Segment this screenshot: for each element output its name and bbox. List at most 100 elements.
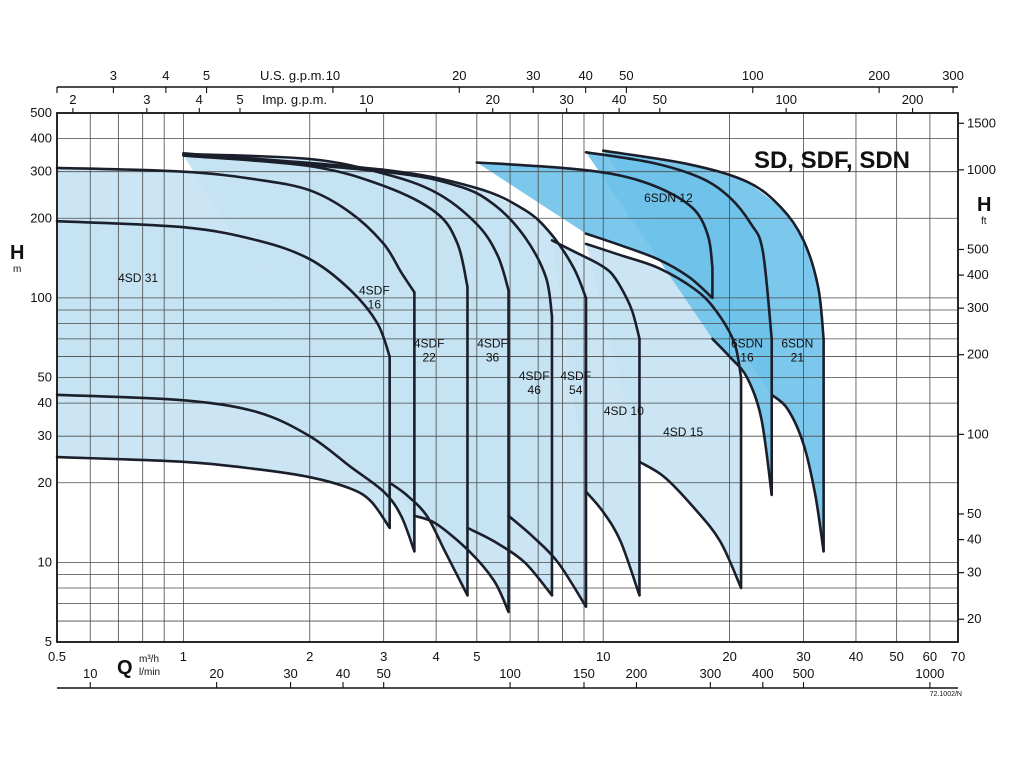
- x-tick-label: 30: [796, 649, 810, 664]
- series-label: 4SD 31: [118, 271, 158, 285]
- top-usgpm-tick-label: 20: [452, 68, 466, 83]
- x-tick-label: 1: [180, 649, 187, 664]
- series-label-line: 4SDF: [414, 336, 445, 350]
- top-usgpm-tick-label: 50: [619, 68, 633, 83]
- x-tick-label: 10: [596, 649, 610, 664]
- x-tick-label: 5: [473, 649, 480, 664]
- series-label-line: 4SD 10: [604, 404, 644, 418]
- y-left-tick-label: 50: [38, 370, 52, 385]
- series-label-line: 36: [486, 350, 500, 364]
- series-label: 4SD 15: [663, 425, 703, 439]
- top-usgpm-tick-label: 10: [326, 68, 340, 83]
- series-upper-curve: [182, 153, 554, 318]
- series-lower-curve: [388, 481, 469, 597]
- x-tick-label: 70: [951, 649, 965, 664]
- plot-frame: [56, 112, 959, 643]
- y-left-tick-label: 500: [30, 105, 52, 120]
- x-tick-label: 4: [433, 649, 440, 664]
- top-impgpm-tick-label: 20: [486, 92, 500, 107]
- x-secondary-tick-label: 20: [209, 666, 223, 681]
- top-impgpm-tick-label: 100: [775, 92, 797, 107]
- series-label-line: 4SD 15: [663, 425, 703, 439]
- series-upper-curve: [475, 161, 714, 269]
- top-usgpm-tick-label: 100: [742, 68, 764, 83]
- series-label: 4SDF 22: [414, 336, 445, 364]
- y-right-tick-label: 50: [967, 506, 981, 521]
- axes: [56, 86, 964, 689]
- x-secondary-tick-label: 30: [283, 666, 297, 681]
- series-label-line: 21: [791, 350, 805, 364]
- y-right-unit-letter: H: [977, 194, 991, 216]
- series-label-line: 6SDN: [731, 336, 763, 350]
- drawing-code: 72.1002/N: [930, 691, 962, 698]
- x-tick-label: 3: [380, 649, 387, 664]
- y-right-tick-label: 500: [967, 241, 989, 256]
- series-upper-curve: [55, 219, 391, 358]
- y-left-tick-label: 200: [30, 210, 52, 225]
- series-lower-curve: [711, 337, 773, 497]
- series-fill: [603, 150, 824, 552]
- series-label-line: 4SDF: [359, 283, 390, 297]
- y-left-tick-label: 10: [38, 554, 52, 569]
- x-secondary-tick-label: 1000: [915, 666, 944, 681]
- y-right-tick-label: 200: [967, 347, 989, 362]
- x-secondary-tick-label: 100: [499, 666, 521, 681]
- y-left-tick-label: 300: [30, 164, 52, 179]
- series-label: 6SDN 16: [731, 336, 763, 364]
- top-impgpm-tick-label: 5: [236, 92, 243, 107]
- series-upper-curve: [55, 166, 416, 294]
- series-lower-curve: [638, 460, 743, 590]
- x-tick-label: 0.5: [48, 649, 66, 664]
- series-lower-curve: [770, 393, 825, 553]
- series-label-line: 54: [569, 383, 583, 397]
- top-impgpm-tick-label: 50: [653, 92, 667, 107]
- series-label-line: 4SD 31: [118, 271, 158, 285]
- series-label-line: 16: [368, 297, 382, 311]
- top-usgpm-tick-label: 5: [203, 68, 210, 83]
- x-secondary-tick-label: 40: [336, 666, 350, 681]
- series-label-line: 22: [422, 350, 436, 364]
- top-impgpm-tick-label: 2: [69, 92, 76, 107]
- series-lower-curve: [584, 232, 714, 300]
- curve-fills: [57, 150, 824, 612]
- top-usgpm-tick-label: 200: [868, 68, 890, 83]
- x-secondary-tick-label: 150: [573, 666, 595, 681]
- series-lower-curve: [413, 514, 510, 614]
- x-unit-secondary: l/min: [139, 667, 160, 678]
- y-left-tick-label: 40: [38, 395, 52, 410]
- y-right-tick-label: 1000: [967, 162, 996, 177]
- x-tick-label: 50: [889, 649, 903, 664]
- series-label-line: 6SDN 12: [644, 191, 693, 205]
- series-label: 6SDN 12: [644, 191, 693, 205]
- series-label: 4SDF 54: [560, 369, 591, 397]
- chart-title: SD, SDF, SDN: [754, 147, 910, 174]
- x-unit-letter: Q: [117, 657, 133, 679]
- top-impgpm-tick-label: 30: [559, 92, 573, 107]
- y-left-tick-label: 20: [38, 475, 52, 490]
- series-upper-curve: [584, 242, 743, 379]
- x-unit-primary: m³/h: [139, 654, 159, 665]
- series-label: 6SDN 21: [781, 336, 813, 364]
- y-right-tick-label: 400: [967, 267, 989, 282]
- y-left-tick-label: 5: [45, 634, 52, 649]
- y-left-tick-label: 30: [38, 428, 52, 443]
- top-impgpm-tick-label: 40: [612, 92, 626, 107]
- series-upper-curve: [182, 152, 588, 300]
- x-secondary-tick-label: 10: [83, 666, 97, 681]
- x-tick-label: 20: [722, 649, 736, 664]
- series-lower-curve: [55, 393, 416, 553]
- series-label-line: 46: [528, 383, 542, 397]
- y-right-tick-label: 1500: [967, 115, 996, 130]
- series-label: 4SDF 36: [477, 336, 508, 364]
- top-impgpm-tick-label: 3: [143, 92, 150, 107]
- y-right-tick-label: 100: [967, 426, 989, 441]
- series-label: 4SD 10: [604, 404, 644, 418]
- top-usgpm-tick-label: 3: [110, 68, 117, 83]
- series-label-line: 16: [740, 350, 754, 364]
- top-usgpm-tick-label: 40: [578, 68, 592, 83]
- series-upper-curve: [182, 152, 510, 292]
- top-impgpm-tick-label: 200: [902, 92, 924, 107]
- series-lower-curve: [55, 455, 391, 530]
- series-upper-curve: [550, 239, 641, 341]
